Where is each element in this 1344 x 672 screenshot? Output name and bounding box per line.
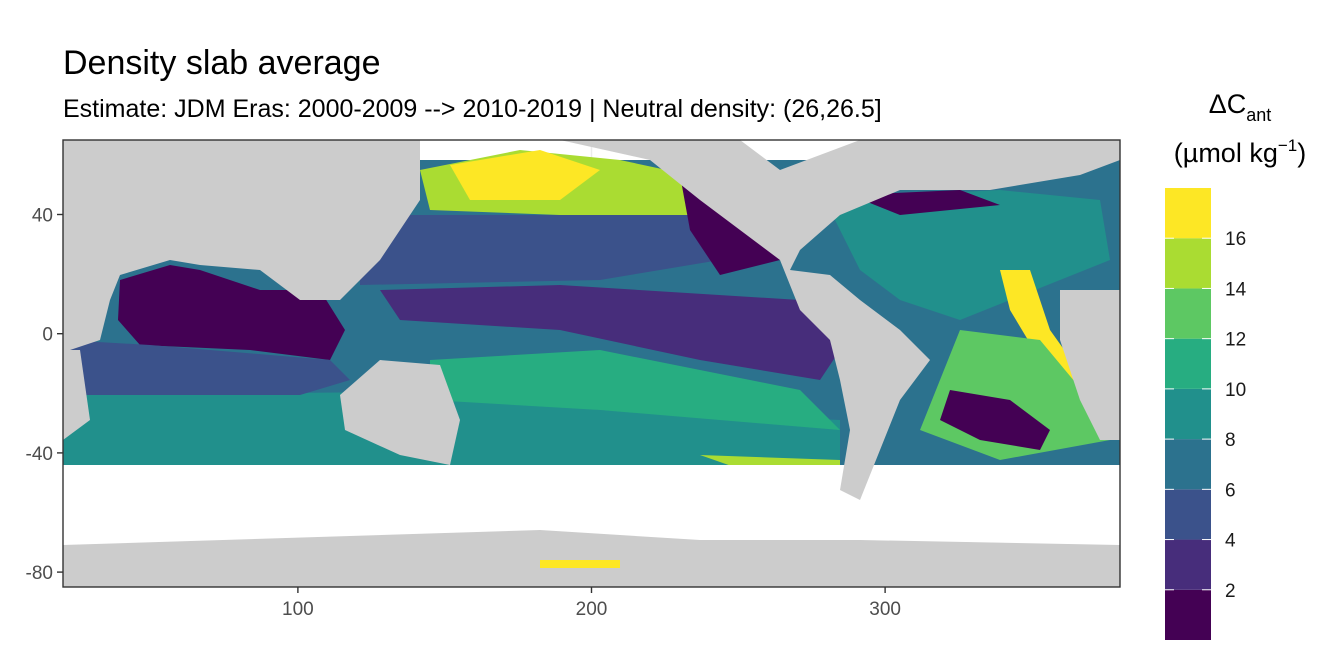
south-atlantic-east [940,390,1050,450]
indian-ocean-mid [63,340,350,395]
legend-tick-label: 4 [1225,531,1236,552]
north-atlantic [830,190,1110,320]
legend-units-pre: (µmol kg [1174,138,1278,168]
y-axis: 40 0 -40 -80 [26,206,63,584]
legend-color-step [1165,238,1211,289]
legend-tick-label: 10 [1225,380,1246,401]
south-pacific-subtropical [430,350,840,430]
x-tick-label: 100 [282,599,314,620]
legend-tick-label: 6 [1225,480,1236,501]
legend-units-post: ) [1297,138,1306,168]
legend-color-step [1165,589,1211,640]
land-americas [560,140,1120,500]
legend-units: (µmol kg−1) [1174,136,1306,168]
legend-color-step [1165,188,1211,239]
legend-color-step [1165,489,1211,540]
map-panel [63,140,1120,587]
chart-subtitle: Estimate: JDM Eras: 2000-2009 --> 2010-2… [63,95,882,123]
land-africa-east [1060,290,1120,440]
land-antarctica [63,530,1120,587]
land-africa-west [63,350,90,440]
y-tick-label: -40 [26,444,53,465]
legend-tick-label: 12 [1225,330,1246,351]
legend-tick-label: 16 [1225,229,1246,250]
legend-tick-labels: 16 14 12 10 8 6 4 2 [1165,229,1247,602]
north-pacific-mid [360,215,720,285]
legend-color-step [1165,288,1211,339]
legend-color-step [1165,388,1211,440]
labrador-sea [850,190,1000,215]
chart-title: Density slab average [63,44,381,82]
legend-tick-label: 14 [1225,279,1247,300]
north-pacific-core [450,150,600,200]
y-tick-label: 40 [32,206,53,227]
legend-title-main: ΔC [1209,89,1247,119]
legend-color-step [1165,338,1211,389]
land-antarctica-shelf [540,560,620,568]
arabian-sea-region [118,265,345,360]
tropical-pacific [380,285,840,380]
y-tick-label: 0 [42,325,53,346]
x-axis: 100 200 300 [282,587,901,620]
legend-colorbar [1165,188,1211,640]
land-eurasia-africa [63,140,420,360]
legend-title: ΔCant [1209,89,1272,125]
x-tick-label: 200 [576,599,608,620]
land-masses [63,140,1120,587]
x-tick-label: 300 [869,599,901,620]
legend-units-sup: −1 [1278,136,1297,155]
legend-title-sub: ant [1246,105,1271,125]
legend-tick-label: 2 [1225,581,1236,602]
legend-tick-label: 8 [1225,430,1236,451]
legend: ΔCant (µmol kg−1) 16 14 12 10 8 6 4 2 [1165,89,1306,640]
land-australia [340,360,460,465]
legend-color-step [1165,439,1211,490]
y-tick-label: -80 [26,563,53,584]
legend-color-step [1165,539,1211,590]
no-data-band [63,465,1120,545]
